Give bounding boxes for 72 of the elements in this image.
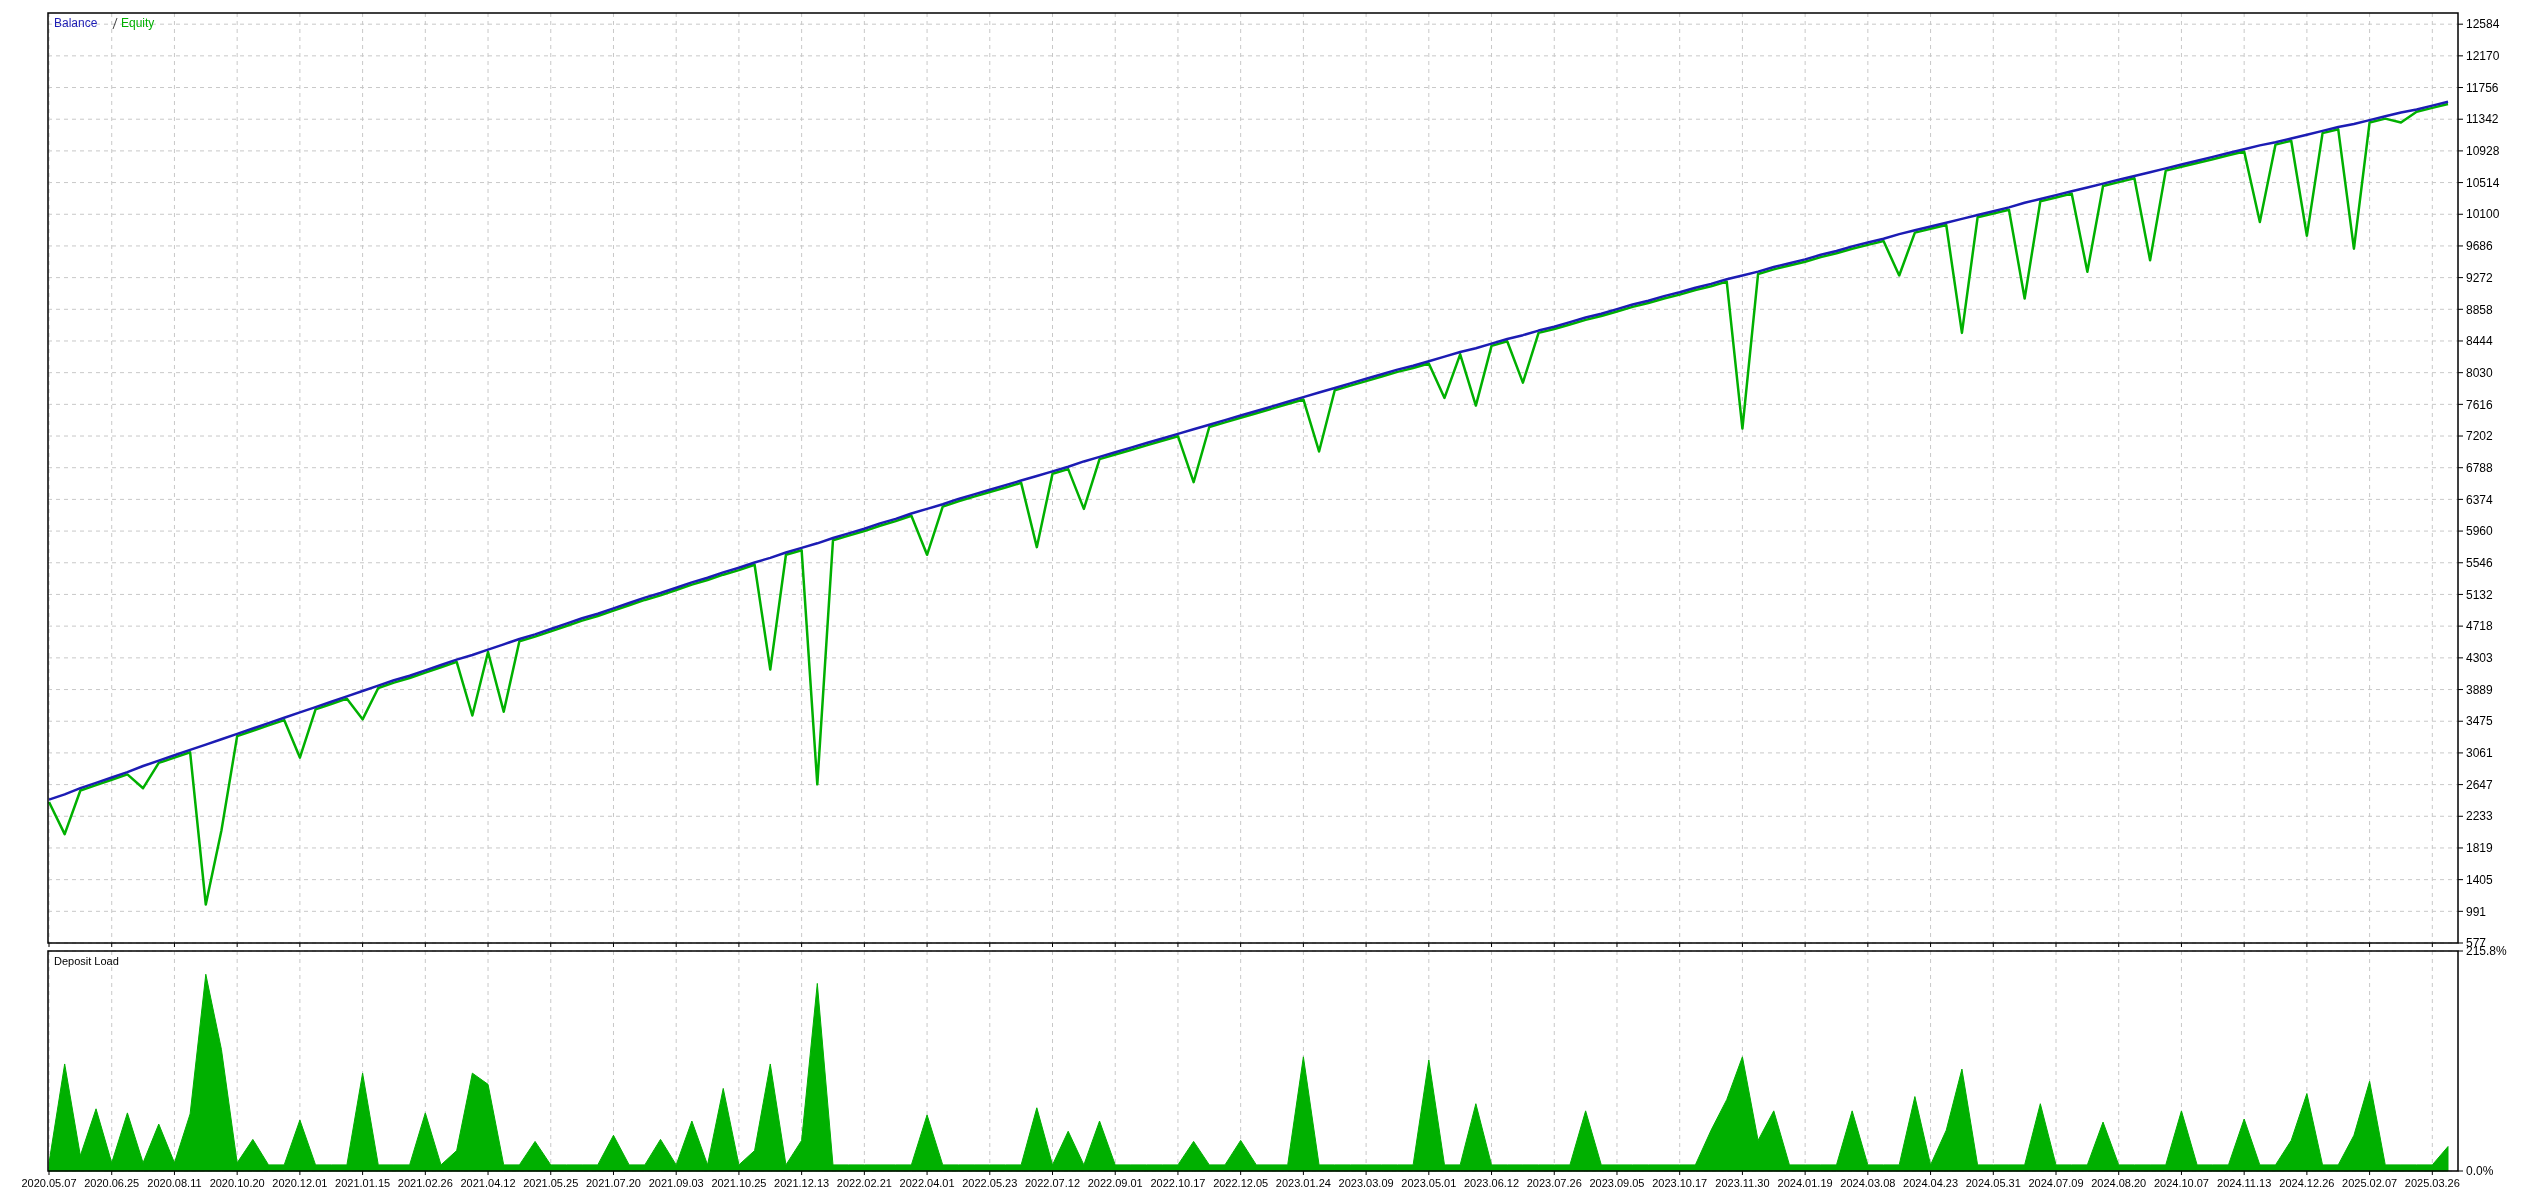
y-tick-label: 5132: [2466, 587, 2494, 602]
x-tick-label: 2023.10.17: [1652, 1177, 1708, 1189]
y-tick-label: 5960: [2466, 524, 2494, 539]
y-tick-label: 3475: [2466, 714, 2494, 729]
y-tick-label: 6788: [2466, 460, 2494, 475]
y-tick-label: 12584: [2466, 17, 2500, 32]
x-tick-label: 2020.10.20: [209, 1177, 265, 1189]
x-tick-label: 2022.12.05: [1213, 1177, 1269, 1189]
x-tick-label: 2022.02.21: [836, 1177, 892, 1189]
y-tick-label: 10928: [2466, 144, 2500, 159]
x-tick-label: 2023.03.09: [1338, 1177, 1394, 1189]
x-tick-label: 2022.04.01: [899, 1177, 955, 1189]
y-tick-label: 11342: [2466, 112, 2499, 127]
x-tick-label: 2023.11.30: [1715, 1177, 1770, 1189]
x-tick-label: 2024.12.26: [2279, 1177, 2335, 1189]
y-tick-label: 991: [2466, 904, 2487, 919]
y-tick-label: 7616: [2466, 397, 2494, 412]
x-tick-label: 2021.09.03: [648, 1177, 704, 1189]
x-tick-label: 2025.03.26: [2404, 1177, 2460, 1189]
x-tick-label: 2023.07.26: [1526, 1177, 1582, 1189]
x-tick-label: 2024.10.07: [2153, 1177, 2209, 1189]
x-tick-label: 2022.05.23: [962, 1177, 1018, 1189]
y-tick-label: 2647: [2466, 777, 2494, 792]
x-tick-label: 2022.09.01: [1087, 1177, 1143, 1189]
y-tick-label: 4718: [2466, 619, 2494, 634]
y-tick-label: 4303: [2466, 651, 2494, 666]
x-tick-label: 2024.05.31: [1965, 1177, 2021, 1189]
y-tick-label: 1819: [2466, 841, 2494, 856]
y-tick-label: 8030: [2466, 365, 2494, 380]
y-tick-label: 3061: [2466, 746, 2494, 761]
y-tick-label: 6374: [2466, 492, 2494, 507]
y-tick-label: 10100: [2466, 207, 2500, 222]
x-tick-label: 2024.08.20: [2091, 1177, 2147, 1189]
y-tick-label: 9686: [2466, 239, 2494, 254]
x-tick-label: 2024.07.09: [2028, 1177, 2084, 1189]
x-tick-label: 2021.04.12: [460, 1177, 516, 1189]
x-tick-label: 2022.10.17: [1150, 1177, 1206, 1189]
x-tick-label: 2023.01.24: [1275, 1177, 1331, 1189]
y-tick-label: 10514: [2466, 175, 2500, 190]
x-tick-label: 2021.01.15: [335, 1177, 391, 1189]
x-tick-label: 2020.06.25: [84, 1177, 140, 1189]
x-tick-label: 2020.05.07: [21, 1177, 77, 1189]
y-tick-label: 0.0%: [2466, 1164, 2494, 1179]
y-tick-label: 3889: [2466, 682, 2494, 697]
y-tick-label: 2233: [2466, 809, 2494, 824]
x-tick-label: 2024.03.08: [1840, 1177, 1896, 1189]
text: Equity: [121, 16, 155, 30]
x-tick-label: 2021.05.25: [523, 1177, 579, 1189]
x-tick-label: 2024.11.13: [2217, 1177, 2272, 1189]
y-tick-label: 12170: [2466, 49, 2500, 64]
x-tick-label: 2024.04.23: [1903, 1177, 1959, 1189]
x-tick-label: 2023.06.12: [1464, 1177, 1520, 1189]
x-tick-label: 2021.02.26: [397, 1177, 453, 1189]
y-tick-label: 8858: [2466, 302, 2494, 317]
x-tick-label: 2022.07.12: [1024, 1177, 1081, 1189]
x-tick-label: 2020.12.01: [272, 1177, 328, 1189]
text: Balance: [54, 16, 98, 30]
y-tick-label: 9272: [2466, 270, 2494, 285]
y-tick-label: 11756: [2466, 80, 2499, 95]
x-tick-label: 2023.05.01: [1401, 1177, 1457, 1189]
x-tick-label: 2023.09.05: [1589, 1177, 1645, 1189]
x-tick-label: 2025.02.07: [2342, 1177, 2398, 1189]
x-tick-label: 2024.01.19: [1777, 1177, 1833, 1189]
y-tick-label: 5546: [2466, 555, 2494, 570]
chart-title: Deposit Load: [54, 955, 119, 967]
y-tick-label: 1405: [2466, 872, 2494, 887]
x-tick-label: 2021.10.25: [711, 1177, 767, 1189]
x-tick-label: 2020.08.11: [147, 1177, 202, 1189]
x-tick-label: 2021.12.13: [774, 1177, 830, 1189]
y-tick-label: 8444: [2466, 334, 2494, 349]
x-tick-label: 2021.07.20: [585, 1177, 641, 1189]
y-tick-label: 7202: [2466, 429, 2494, 444]
